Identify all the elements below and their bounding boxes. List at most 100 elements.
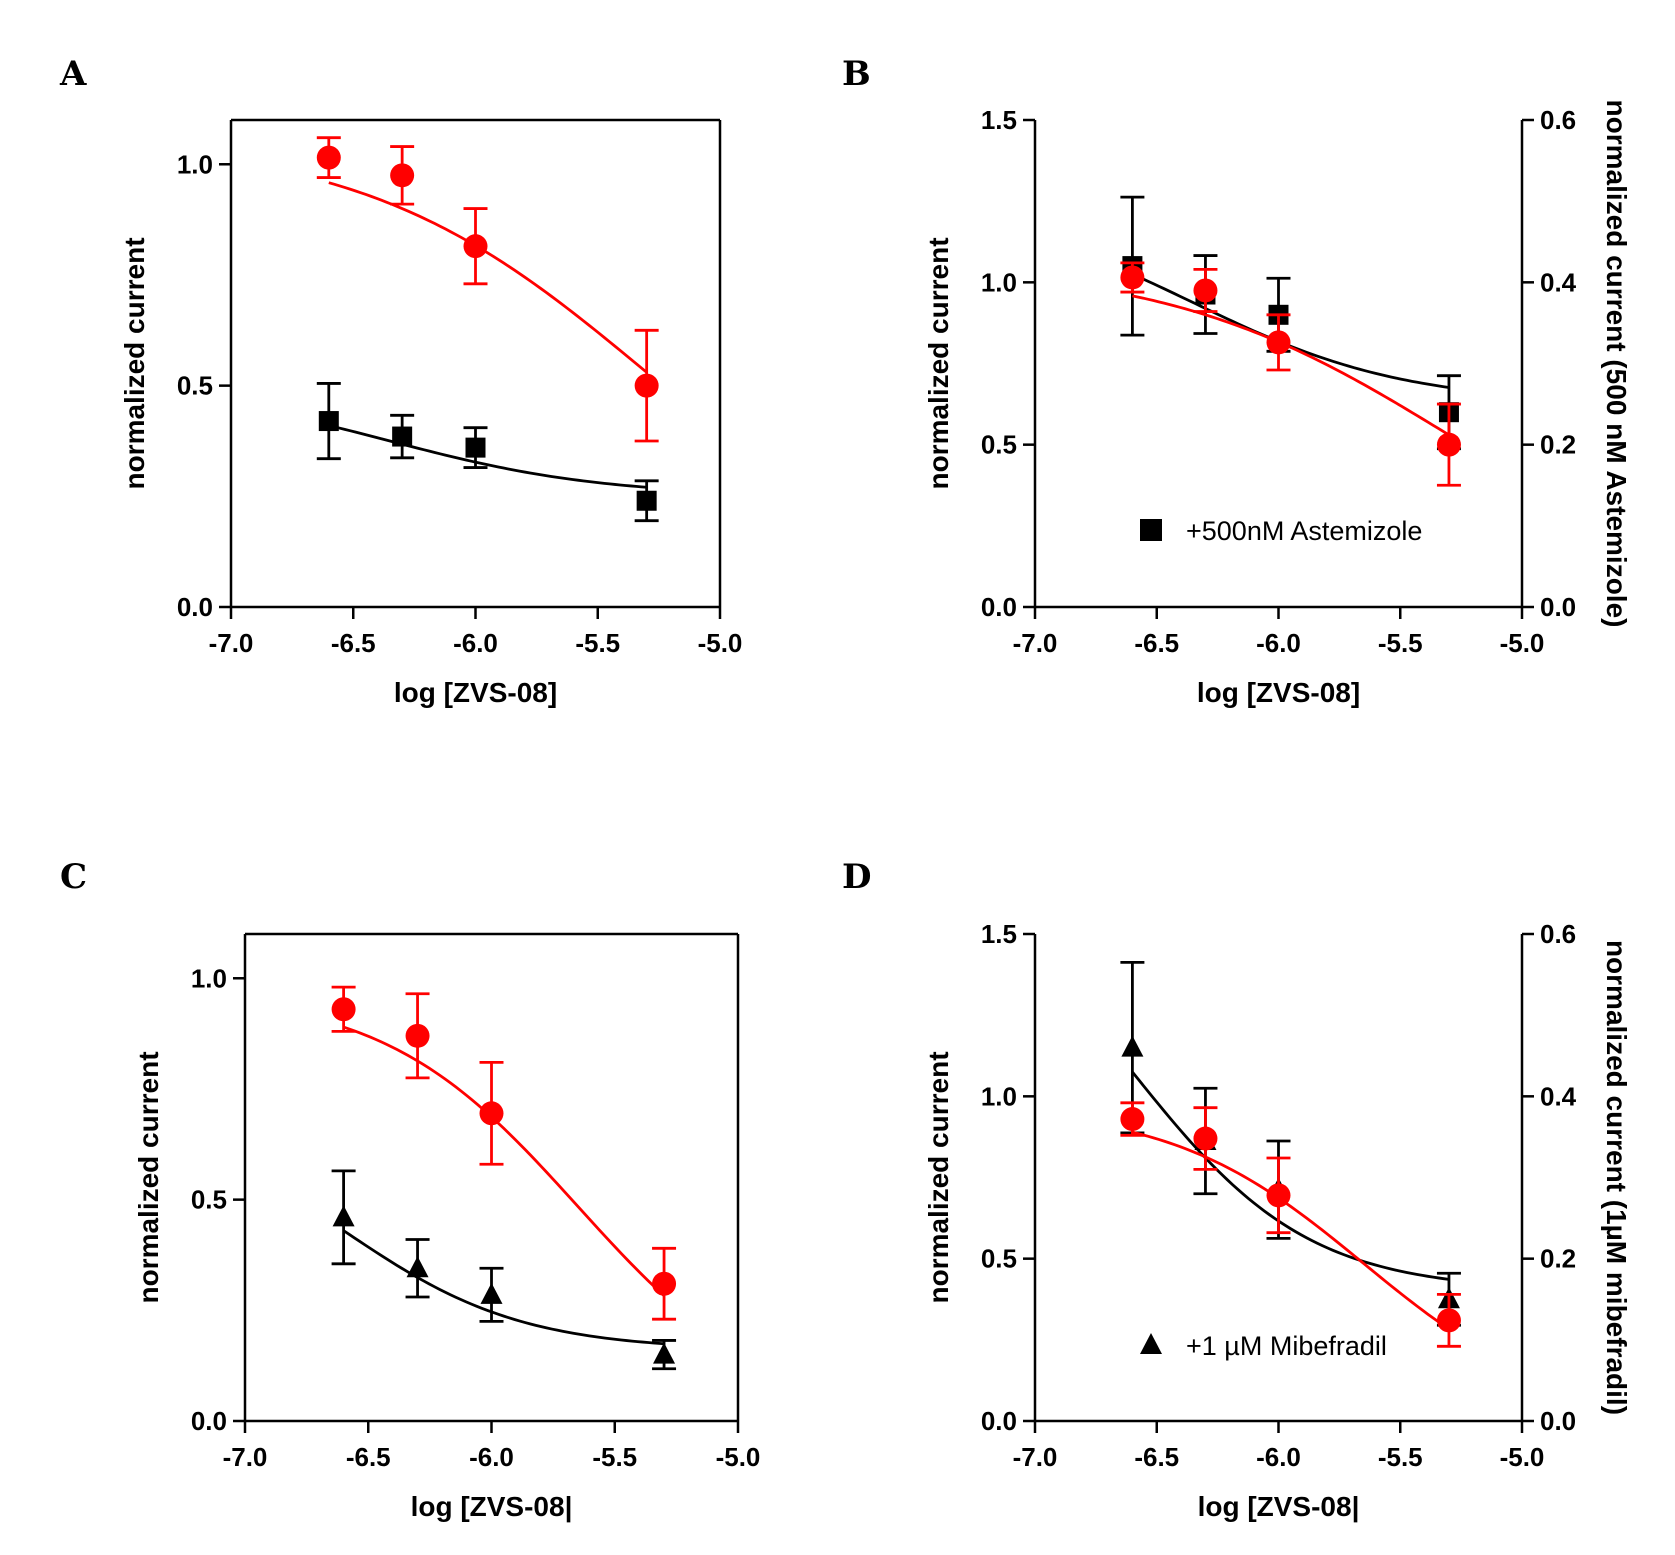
x-tick-label: -6.5 [1134, 1442, 1179, 1472]
data-point [332, 1205, 355, 1227]
data-point [463, 234, 488, 259]
x-tick-label: -6.0 [453, 628, 498, 658]
data-point [316, 145, 341, 170]
y-tick-label: 0.0 [191, 1406, 227, 1436]
x-tick-label: -5.0 [1500, 628, 1545, 658]
x-tick-label: -7.0 [1013, 628, 1058, 658]
fit-curve [1131, 1071, 1450, 1281]
data-point [465, 437, 486, 458]
y-tick-label: 1.5 [981, 105, 1017, 135]
y-right-tick-label: 0.0 [1540, 592, 1576, 622]
y-tick-label: 0.0 [981, 592, 1017, 622]
x-tick-label: -5.0 [1500, 1442, 1545, 1472]
data-point [634, 373, 659, 398]
x-tick-label: -7.0 [223, 1442, 268, 1472]
panel-letter: A [59, 54, 87, 94]
y-tick-label: 0.5 [191, 1185, 227, 1215]
legend-entry: +1 µM Mibefradil [1140, 1331, 1387, 1361]
data-point [1120, 1107, 1145, 1132]
panel-d: D -7.0 -6.5 -6.0 -5.5 -5.0 0.0 0.5 1.0 1.5 0.0 0.2 0… [842, 857, 1632, 1522]
data-point [1120, 265, 1145, 290]
fit-curve [328, 181, 648, 374]
x-tick-label: -6.0 [1256, 1442, 1301, 1472]
y-right-tick-label: 0.2 [1540, 1244, 1576, 1274]
x-tick-label: -5.0 [698, 628, 743, 658]
y-tick-label: 1.0 [177, 149, 213, 179]
y-axis-right-title: normalized current (1µM mibefradil) [1601, 940, 1632, 1415]
panel-letter: C [60, 857, 87, 897]
x-tick-label: -6.5 [346, 1442, 391, 1472]
fit-curve [1132, 1130, 1450, 1331]
y-right-tick-label: 0.2 [1540, 430, 1576, 460]
x-tick-label: -7.0 [209, 628, 254, 658]
x-axis-title: log [ZVS-08| [411, 1491, 573, 1522]
y-tick-label: 1.0 [981, 1081, 1017, 1111]
data-point [652, 1271, 677, 1296]
panel-c: C -7.0 -6.5 -6.0 -5.5 -5.0 0.0 0.5 1.0 log [ZVS-0… [60, 857, 760, 1522]
y-right-tick-label: 0.0 [1540, 1406, 1576, 1436]
x-tick-label: -5.5 [1378, 628, 1423, 658]
legend-label: +500nM Astemizole [1186, 516, 1422, 546]
legend-label: +1 µM Mibefradil [1186, 1331, 1387, 1361]
y-right-tick-label: 0.4 [1540, 1081, 1577, 1111]
data-point [1436, 432, 1461, 457]
y-right-tick-label: 0.6 [1540, 105, 1576, 135]
series-circle [331, 985, 677, 1321]
series-circle [1120, 1101, 1461, 1348]
panel-b: B -7.0 -6.5 -6.0 -5.5 -5.0 0.0 0.5 1.0 1.5 0.0 0.2 0… [842, 54, 1632, 708]
y-axis-right-title: normalized current (500 nM Astemizole) [1601, 100, 1632, 628]
data-point [392, 426, 413, 447]
y-axis-title: normalized current [119, 237, 150, 489]
y-right-tick-label: 0.4 [1540, 267, 1577, 297]
x-axis-title: log [ZVS-08| [1198, 1491, 1360, 1522]
y-tick-label: 0.0 [177, 592, 213, 622]
data-point [318, 411, 339, 432]
data-point [636, 490, 657, 511]
data-point [1193, 1126, 1218, 1151]
x-tick-label: -5.5 [575, 628, 620, 658]
data-point [1436, 1308, 1461, 1333]
y-tick-label: 1.0 [191, 963, 227, 993]
series-circle [316, 136, 659, 443]
fit-curve [1132, 294, 1450, 437]
x-axis-title: log [ZVS-08] [394, 677, 557, 708]
fit-curve [343, 1025, 665, 1297]
data-point [1121, 1035, 1144, 1057]
x-axis-title: log [ZVS-08] [1197, 677, 1360, 708]
x-tick-label: -5.5 [592, 1442, 637, 1472]
y-axis-title: normalized current [923, 237, 954, 489]
y-tick-label: 1.0 [981, 267, 1017, 297]
x-tick-label: -6.5 [1134, 628, 1179, 658]
panel-letter: D [842, 857, 871, 897]
data-point [653, 1342, 676, 1364]
data-point [406, 1256, 429, 1278]
y-tick-label: 0.5 [177, 371, 213, 401]
legend-square-marker [1140, 519, 1162, 541]
y-tick-label: 0.0 [981, 1406, 1017, 1436]
series-square [316, 382, 659, 523]
x-tick-label: -5.5 [1378, 1442, 1423, 1472]
data-point [479, 1101, 504, 1126]
legend-triangle-marker [1140, 1333, 1162, 1354]
y-tick-label: 1.5 [981, 919, 1017, 949]
x-tick-label: -5.0 [716, 1442, 761, 1472]
x-tick-label: -7.0 [1013, 1442, 1058, 1472]
x-tick-label: -6.0 [1256, 628, 1301, 658]
data-point [390, 163, 415, 188]
data-point [405, 1023, 430, 1048]
data-point [1193, 278, 1218, 303]
series-triangle [331, 1169, 677, 1371]
fit-curve [342, 1229, 665, 1346]
panel-a: A -7.0 -6.5 -6.0 -5.5 -5.0 0.0 0.5 1.0 log [ZVS-0… [59, 54, 742, 708]
fit-curve [328, 424, 647, 489]
y-axis-title: normalized current [923, 1051, 954, 1303]
y-axis-title: normalized current [133, 1051, 164, 1303]
y-tick-label: 0.5 [981, 430, 1017, 460]
x-tick-label: -6.5 [331, 628, 376, 658]
x-tick-label: -6.0 [469, 1442, 514, 1472]
y-right-tick-label: 0.6 [1540, 919, 1576, 949]
data-point [480, 1282, 503, 1304]
panel-letter: B [842, 54, 871, 94]
fit-curve [1131, 272, 1450, 389]
